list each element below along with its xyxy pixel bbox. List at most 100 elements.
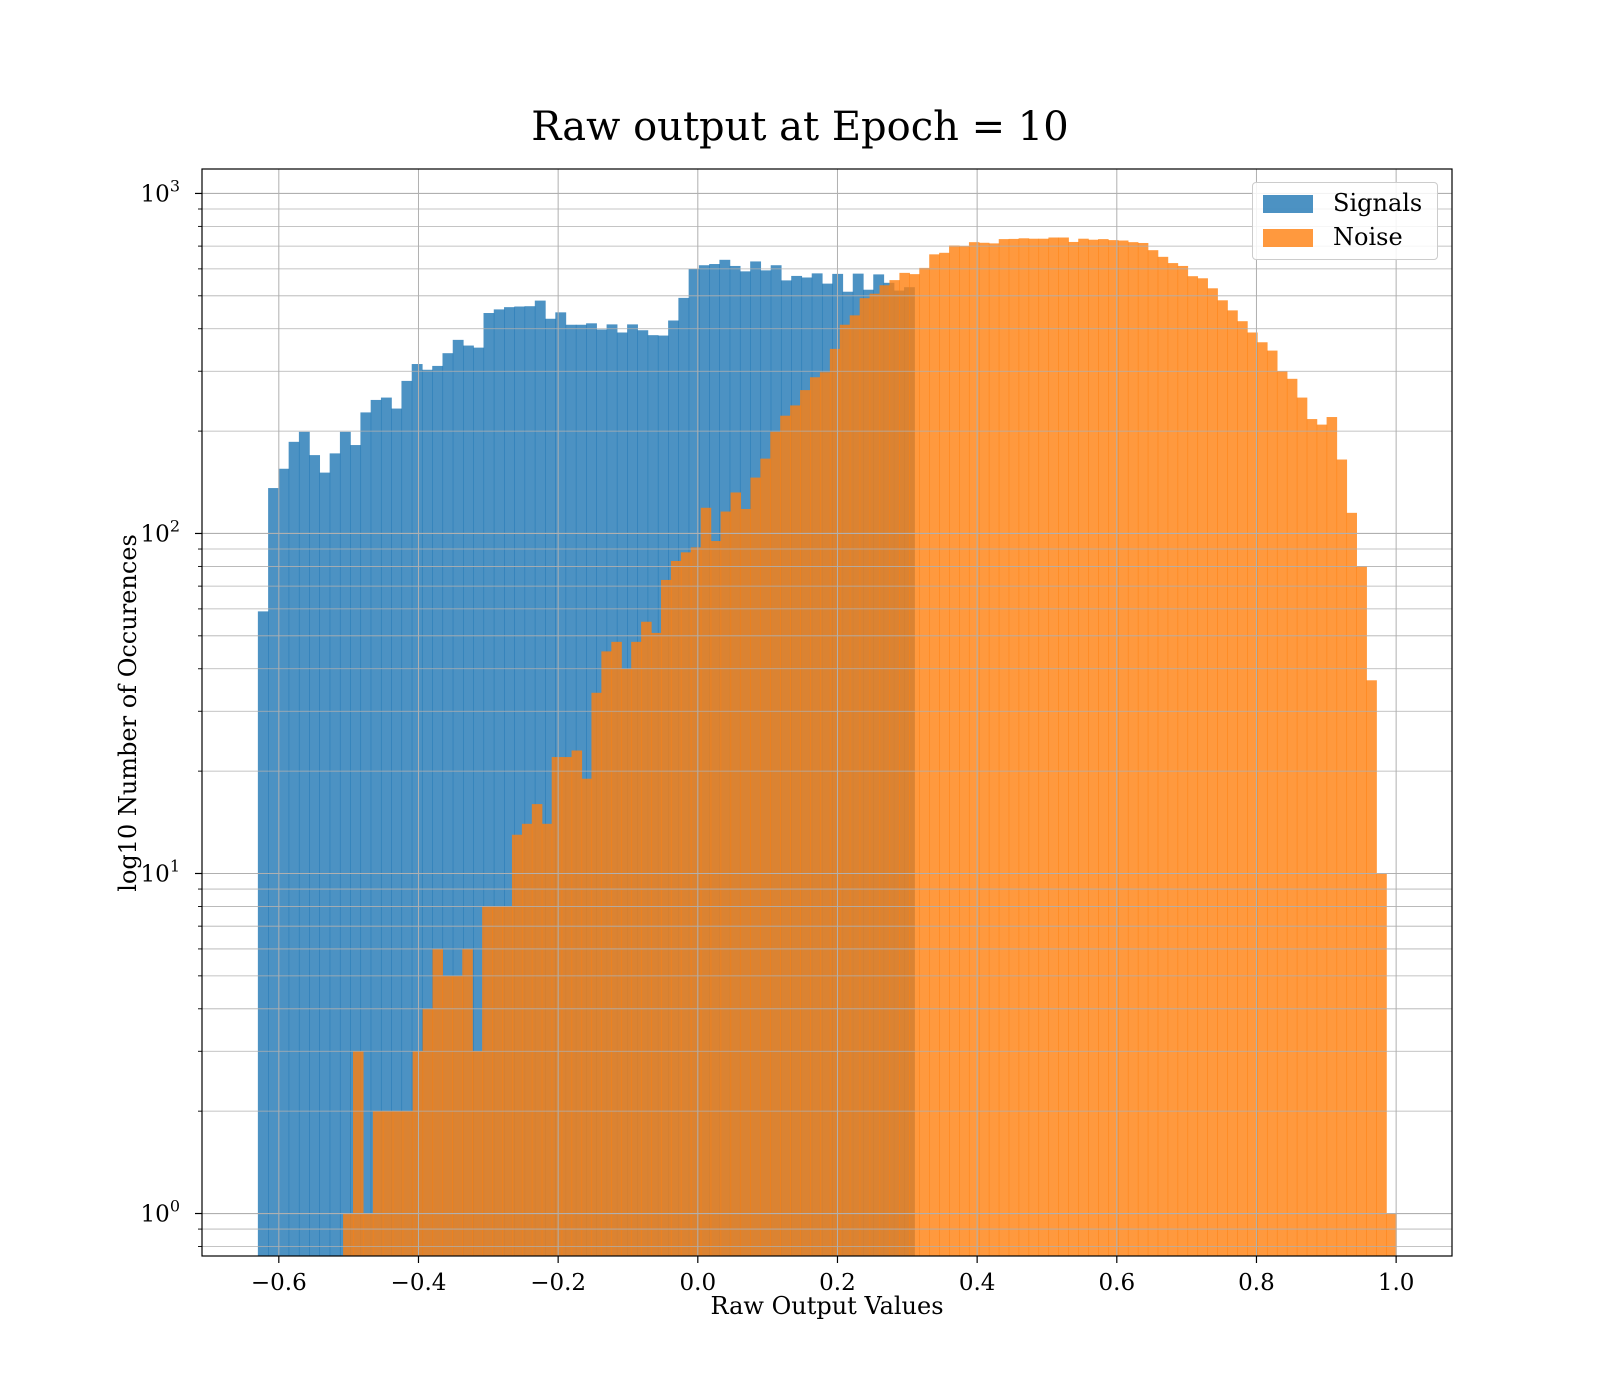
signals-bar bbox=[452, 339, 464, 1256]
noise-bar bbox=[949, 245, 960, 1257]
noise-bar bbox=[750, 477, 761, 1257]
noise-bar bbox=[988, 243, 1000, 1256]
noise-bar bbox=[978, 242, 990, 1256]
noise-bar bbox=[1356, 566, 1367, 1256]
y-tick-label: 102 bbox=[141, 516, 180, 547]
x-tick-label: 1.0 bbox=[1378, 1270, 1415, 1296]
noise-bar bbox=[1008, 238, 1020, 1256]
signals-bar bbox=[329, 453, 341, 1256]
noise-bar bbox=[1336, 459, 1348, 1256]
signals-bar bbox=[391, 408, 403, 1256]
noise-bar bbox=[790, 405, 801, 1256]
signals-bar bbox=[432, 365, 444, 1256]
x-tick-label: −0.2 bbox=[530, 1270, 586, 1296]
noise-bar bbox=[690, 547, 702, 1256]
noise-bar bbox=[452, 975, 463, 1256]
noise-bar bbox=[1346, 512, 1357, 1256]
noise-bar bbox=[710, 541, 722, 1256]
noise-bar bbox=[1058, 237, 1069, 1256]
signals-bar bbox=[319, 472, 331, 1256]
noise-bar bbox=[1068, 241, 1079, 1256]
noise-bar bbox=[889, 280, 900, 1256]
noise-bar bbox=[1078, 238, 1089, 1256]
noise-bar bbox=[561, 757, 573, 1256]
signals-bar bbox=[483, 313, 495, 1256]
noise-bar bbox=[1306, 419, 1318, 1256]
noise-bar bbox=[899, 272, 910, 1256]
noise-bar bbox=[472, 1051, 483, 1256]
noise-bar bbox=[462, 948, 473, 1256]
noise-bar bbox=[1187, 276, 1199, 1256]
noise-bar bbox=[1296, 397, 1308, 1256]
plot-frame bbox=[201, 168, 1453, 1257]
noise-bar bbox=[591, 692, 602, 1256]
noise-bar bbox=[760, 458, 771, 1256]
signals-bar bbox=[257, 611, 269, 1256]
noise-bar bbox=[800, 390, 811, 1256]
signals-bar bbox=[534, 300, 546, 1257]
noise-bar bbox=[353, 1051, 364, 1256]
noise-bar bbox=[1048, 237, 1059, 1256]
noise-bar bbox=[1316, 424, 1328, 1256]
noise-bar bbox=[382, 1111, 394, 1256]
y-tick-label: 101 bbox=[141, 856, 180, 887]
noise-bar bbox=[362, 1213, 374, 1256]
signals-bar bbox=[360, 412, 372, 1256]
noise-bar bbox=[1098, 239, 1109, 1257]
x-tick-label: −0.6 bbox=[251, 1270, 307, 1296]
signals-bar bbox=[504, 307, 515, 1256]
noise-bar bbox=[482, 906, 493, 1256]
noise-bar bbox=[502, 906, 513, 1256]
noise-bar bbox=[492, 906, 503, 1256]
signals-bar bbox=[380, 397, 392, 1256]
noise-bar bbox=[531, 804, 543, 1256]
noise-bar bbox=[372, 1111, 384, 1256]
noise-bar bbox=[1197, 278, 1208, 1256]
noise-bar bbox=[1038, 238, 1050, 1256]
signals-bar bbox=[288, 441, 300, 1257]
signals-bar bbox=[463, 345, 474, 1256]
noise-bar bbox=[412, 1051, 424, 1256]
signals-bar bbox=[278, 468, 290, 1256]
noise-bar bbox=[621, 668, 632, 1256]
noise-bar bbox=[909, 274, 920, 1256]
signals-bar bbox=[370, 399, 382, 1256]
y-tick-label: 103 bbox=[141, 176, 180, 207]
signals-bar bbox=[298, 431, 310, 1257]
axis-ticks: −0.6 −0.4 −0.2 0.0 0.2 0.4 0.6 0.8 1.0 100 101 102 1… bbox=[141, 176, 1415, 1296]
noise-bar bbox=[1386, 1213, 1397, 1256]
noise-bar bbox=[521, 823, 533, 1256]
noise-bar bbox=[829, 348, 841, 1256]
noise-bar bbox=[879, 285, 891, 1256]
legend-swatch-noise bbox=[1263, 229, 1313, 247]
noise-bar bbox=[1326, 417, 1338, 1256]
noise-bar bbox=[919, 267, 930, 1256]
noise-bar bbox=[1108, 240, 1119, 1256]
noise-bar bbox=[1217, 300, 1228, 1256]
y-tick-label: 100 bbox=[141, 1197, 180, 1228]
noise-bar bbox=[343, 1213, 354, 1256]
signals-bar bbox=[524, 306, 536, 1256]
noise-bar bbox=[929, 254, 940, 1257]
signals-bar bbox=[401, 380, 413, 1256]
noise-bar bbox=[1147, 250, 1159, 1256]
signals-bar bbox=[473, 347, 485, 1256]
noise-bar bbox=[968, 242, 980, 1256]
noise-bar bbox=[959, 245, 970, 1256]
x-axis-label: Raw Output Values bbox=[710, 1292, 944, 1320]
signals-bar bbox=[421, 369, 433, 1256]
noise-bar bbox=[730, 492, 742, 1257]
noise-bar bbox=[839, 324, 851, 1256]
noise-bar bbox=[551, 757, 563, 1256]
grid-lines bbox=[202, 169, 1452, 1256]
noise-bar bbox=[660, 579, 672, 1256]
noise-bar bbox=[541, 823, 553, 1256]
noise-bar bbox=[1207, 288, 1218, 1256]
x-tick-label: −0.4 bbox=[391, 1270, 447, 1296]
noise-bar bbox=[1257, 342, 1268, 1256]
noise-bar bbox=[809, 377, 821, 1256]
signals-bar bbox=[493, 309, 505, 1256]
x-tick-label: 0.2 bbox=[819, 1270, 856, 1296]
legend-label-signals: Signals bbox=[1333, 189, 1423, 217]
